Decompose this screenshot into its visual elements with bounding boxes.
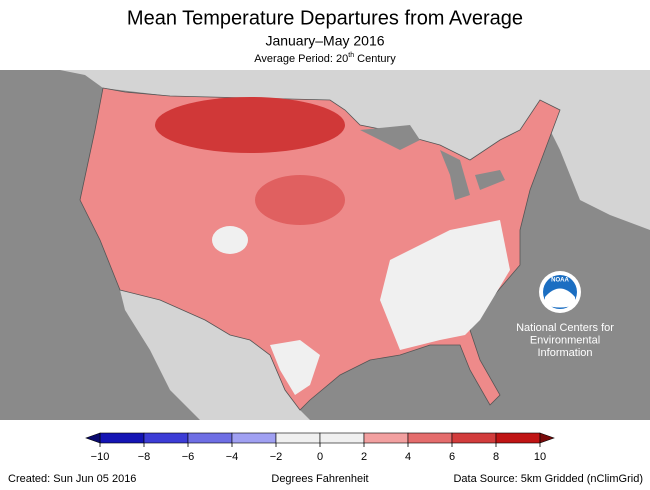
colorbar-tick-label: 10 <box>534 451 546 463</box>
mexico <box>120 290 310 420</box>
colorbar-tick-label: −10 <box>91 451 110 463</box>
logo-name: NOAA <box>551 278 569 284</box>
logo-text: Environmental <box>530 334 600 346</box>
logo-text: Information <box>537 347 592 359</box>
colorbar-segment <box>187 432 233 444</box>
logo-wave <box>545 288 575 308</box>
logo-text: National Centers for <box>516 322 614 334</box>
colorbar-tick-label: 4 <box>405 451 411 463</box>
canada <box>60 70 650 230</box>
colorbar-segment <box>143 432 189 444</box>
near-normal-region <box>270 340 320 395</box>
colorbar-tick-label: 8 <box>493 451 499 463</box>
period-text: Average Period: 20 <box>254 53 348 65</box>
colorbar-segment <box>99 432 145 444</box>
subtitle: January–May 2016 <box>265 33 384 49</box>
warm-region <box>255 175 345 225</box>
created: Created: Sun Jun 05 2016 <box>8 473 136 485</box>
colorbar-tick-label: −4 <box>226 451 239 463</box>
map <box>0 70 650 420</box>
period: Average Period: 20th Century <box>254 52 396 65</box>
near-normal-region <box>212 226 248 254</box>
colorbar-segment <box>275 432 321 444</box>
colorbar-tick-label: −2 <box>270 451 283 463</box>
near-normal-region <box>380 220 510 350</box>
colorbar-segment <box>319 432 365 444</box>
colorbar-segment <box>495 432 541 444</box>
warm-region <box>155 97 345 153</box>
source: Data Source: 5km Gridded (nClimGrid) <box>453 473 643 485</box>
colorbar-segment <box>231 432 277 444</box>
colorbar-segment <box>451 432 497 444</box>
colorbar-segment <box>407 432 453 444</box>
colorbar-tick-label: −8 <box>138 451 151 463</box>
colorbar-tick-label: 6 <box>449 451 455 463</box>
period-sup: th <box>348 52 354 59</box>
title: Mean Temperature Departures from Average <box>127 7 523 29</box>
period-end: Century <box>354 53 396 65</box>
great-lakes <box>360 125 505 200</box>
colorbar-over <box>539 432 555 444</box>
colorbar-tick-label: 2 <box>361 451 367 463</box>
colorbar-label: Degrees Fahrenheit <box>271 473 368 485</box>
colorbar-segment <box>363 432 409 444</box>
colorbar-tick-label: 0 <box>317 451 323 463</box>
logo: NOAA <box>539 271 581 313</box>
colorbar-tick-label: −6 <box>182 451 195 463</box>
colorbar-under <box>85 432 101 444</box>
